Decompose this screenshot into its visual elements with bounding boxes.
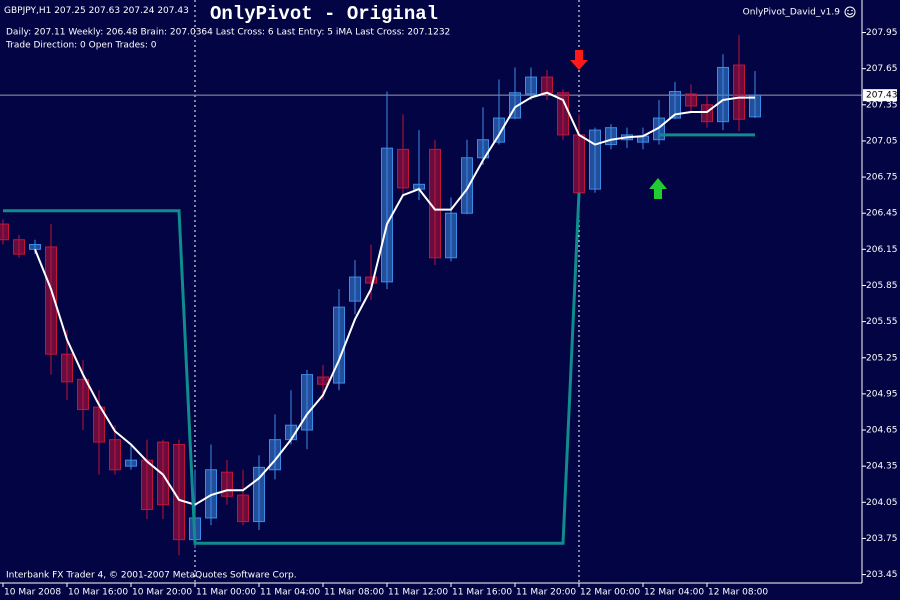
sell-arrow: [570, 50, 588, 70]
x-tick-label: 10 Mar 20:00: [132, 588, 192, 598]
moving-average-line: [34, 91, 755, 506]
info-line: Daily: 207.11 Weekly: 206.48 Brain: 207.…: [6, 28, 450, 38]
candle-body: [733, 64, 745, 120]
candle-body: [653, 117, 665, 141]
x-tick-label: 12 Mar 00:00: [580, 588, 640, 598]
y-tick-label: 204.65: [866, 426, 898, 436]
candle-body: [717, 66, 729, 123]
last-close: 207.43: [157, 6, 189, 16]
x-tick-label: 11 Mar 00:00: [196, 588, 256, 598]
candle-body: [125, 459, 137, 467]
candle-body: [333, 306, 345, 384]
y-tick-label: 203.45: [866, 570, 898, 580]
candle-body: [141, 459, 153, 511]
candle-body: [525, 76, 537, 95]
candle-body: [381, 147, 393, 283]
y-tick-label: 207.05: [866, 136, 898, 146]
last-open: 207.25: [54, 6, 86, 16]
candle-body: [253, 466, 265, 523]
y-tick-label: 204.05: [866, 498, 898, 508]
candle-body: [109, 439, 121, 471]
y-tick-label: 203.75: [866, 534, 898, 544]
indicator-label: OnlyPivot_David_v1.9: [743, 8, 841, 18]
info-line: Trade Direction: 0 Open Trades: 0: [5, 41, 157, 51]
buy-arrow: [649, 178, 667, 199]
x-tick-label: 11 Mar 16:00: [452, 588, 512, 598]
candle-body: [493, 117, 505, 143]
pivot-line: [3, 133, 755, 545]
symbol-header: GBPJPY,H1 207.25 207.63 207.24 207.43: [4, 6, 189, 16]
candle-body: [749, 94, 761, 118]
candle-body: [221, 471, 233, 497]
x-tick-label: 11 Mar 12:00: [388, 588, 448, 598]
y-tick-label: 205.25: [866, 353, 898, 363]
y-tick-label: 207.95: [866, 28, 898, 38]
candle-body: [349, 276, 361, 302]
y-tick-label: 204.35: [866, 462, 898, 472]
candle-body: [701, 104, 713, 123]
candle-body: [461, 157, 473, 214]
y-tick-label: 206.45: [866, 209, 898, 219]
y-tick-label: 205.85: [866, 281, 898, 291]
last-high: 207.63: [89, 6, 121, 16]
y-tick-label: 205.55: [866, 317, 898, 327]
x-tick-label: 12 Mar 04:00: [644, 588, 704, 598]
y-tick-label: 207.65: [866, 64, 898, 74]
x-tick-label: 11 Mar 20:00: [516, 588, 576, 598]
candle-body: [445, 212, 457, 259]
x-tick-label: 12 Mar 08:00: [708, 588, 768, 598]
candle-body: [13, 239, 25, 255]
candle-body: [317, 376, 329, 385]
candle-body: [61, 353, 73, 383]
footer: Interbank FX Trader 4, © 2001-2007 MetaQ…: [6, 571, 297, 581]
candle-body: [573, 134, 585, 194]
current-price-box: [863, 89, 897, 102]
y-tick-label: 204.95: [866, 389, 898, 399]
x-tick-label: 10 Mar 2008: [4, 588, 61, 598]
last-low: 207.24: [123, 6, 155, 16]
candle-body: [589, 129, 601, 190]
smiley-icon: [844, 6, 856, 18]
candle-body: [669, 91, 681, 119]
plot-area: [0, 0, 862, 583]
candle-body: [477, 139, 489, 159]
candle-body: [301, 374, 313, 431]
chart-title: OnlyPivot - Original: [210, 3, 438, 25]
candle-body: [237, 494, 249, 523]
candle-body: [397, 148, 409, 189]
x-tick-label: 11 Mar 04:00: [260, 588, 320, 598]
x-tick-label: 11 Mar 08:00: [324, 588, 384, 598]
candle-body: [365, 276, 377, 284]
candle-body: [93, 406, 105, 443]
current-price-label: 207.43: [866, 91, 898, 101]
candle-body: [45, 246, 57, 355]
y-tick-label: 206.75: [866, 173, 898, 183]
candle-body: [509, 92, 521, 119]
symbol: GBPJPY,H1: [4, 6, 51, 16]
candle-body: [685, 93, 697, 107]
y-tick-label: 207.35: [866, 100, 898, 110]
candle-body: [541, 76, 553, 94]
candle-body: [605, 127, 617, 146]
x-tick-label: 10 Mar 16:00: [68, 588, 128, 598]
candle-body: [77, 378, 89, 411]
y-tick-label: 206.15: [866, 245, 898, 255]
candle-body: [29, 244, 41, 250]
candle-body: [0, 223, 9, 241]
